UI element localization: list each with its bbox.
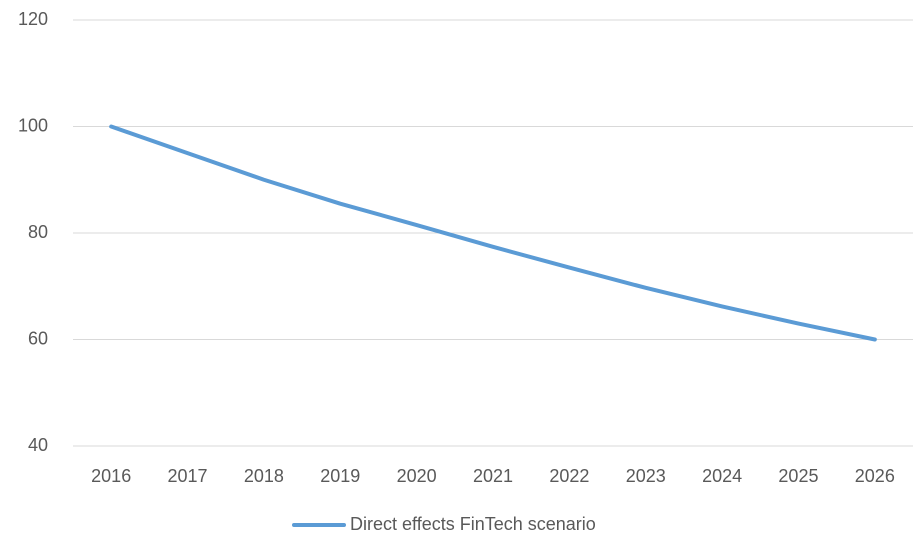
x-tick-label: 2022 (549, 466, 589, 486)
x-tick-label: 2017 (168, 466, 208, 486)
x-tick-label: 2018 (244, 466, 284, 486)
x-tick-label: 2025 (778, 466, 818, 486)
x-tick-label: 2021 (473, 466, 513, 486)
legend-label: Direct effects FinTech scenario (350, 514, 596, 534)
x-tick-label: 2024 (702, 466, 742, 486)
x-tick-label: 2020 (397, 466, 437, 486)
y-tick-label: 60 (28, 328, 48, 348)
x-tick-label: 2019 (320, 466, 360, 486)
line-series (109, 124, 877, 342)
x-tick-label: 2026 (855, 466, 895, 486)
y-tick-label: 100 (18, 115, 48, 135)
x-tick-label: 2016 (91, 466, 131, 486)
y-tick-label: 40 (28, 435, 48, 455)
x-tick-label: 2023 (626, 466, 666, 486)
y-tick-label: 120 (18, 9, 48, 29)
y-tick-label: 80 (28, 222, 48, 242)
